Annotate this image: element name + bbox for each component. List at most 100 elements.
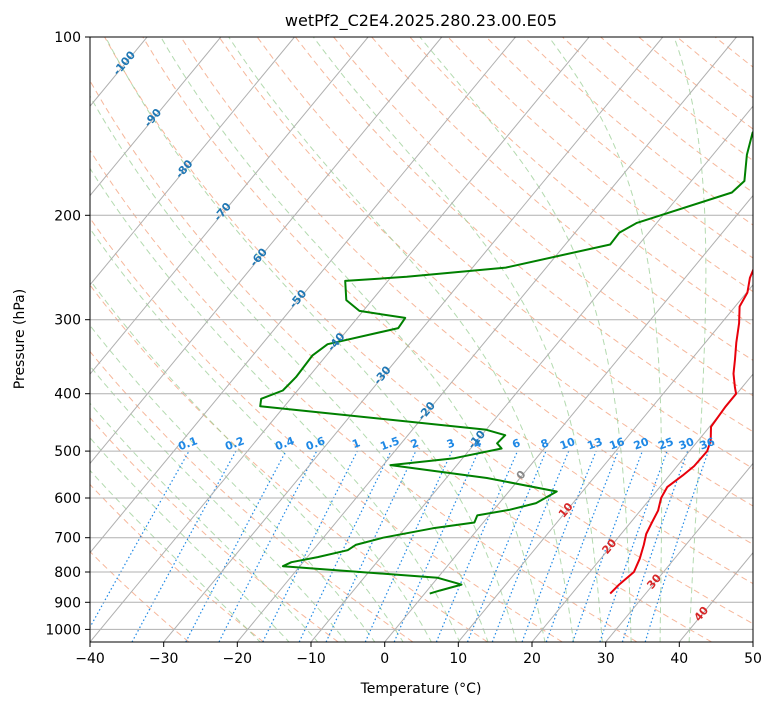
y-axis: 100 200 300 400 500 600 700 800 900 1000 xyxy=(45,30,90,638)
y-tick-label: 600 xyxy=(54,491,81,507)
mixing-ratio-line xyxy=(298,450,392,642)
moist-adiabat xyxy=(160,37,546,642)
x-tick-label: 0 xyxy=(380,651,389,667)
mixing-ratio-label: 10 xyxy=(558,435,577,453)
dry-adiabat xyxy=(562,37,753,194)
moist-adiabat xyxy=(673,37,707,642)
y-tick-label: 300 xyxy=(54,313,81,329)
y-tick-label: 900 xyxy=(54,595,81,611)
y-tick-label: 1000 xyxy=(45,622,81,638)
moist-adiabat xyxy=(105,37,518,642)
dry-adiabat xyxy=(90,217,563,642)
isotherm-line xyxy=(310,105,753,642)
isotherm-line xyxy=(90,37,516,554)
mixing-ratio-label: 8 xyxy=(539,436,551,451)
moist-adiabat xyxy=(90,437,290,642)
y-tick-label: 500 xyxy=(54,444,81,460)
background-lines xyxy=(90,37,753,642)
mixing-ratio-label: 0.6 xyxy=(304,434,327,453)
y-tick-label: 800 xyxy=(54,565,81,581)
moist-adiabat xyxy=(90,279,404,642)
isotherm-line xyxy=(90,37,369,375)
mixing-ratio-label: 36 xyxy=(698,435,717,453)
moist-adiabat xyxy=(90,365,347,642)
isotherm-line xyxy=(457,284,753,642)
dry-adiabat xyxy=(256,37,753,470)
isotherm-line xyxy=(384,194,753,642)
isotherm-line xyxy=(163,37,664,642)
x-tick-label: −40 xyxy=(75,651,105,667)
x-tick-label: 10 xyxy=(449,651,467,667)
moist-adiabat xyxy=(312,37,603,642)
dry-adiabat xyxy=(638,37,753,130)
isotherm-line xyxy=(752,641,753,642)
x-tick-label: −30 xyxy=(149,651,179,667)
x-tick-label: 20 xyxy=(523,651,541,667)
isotherm-line xyxy=(90,37,443,465)
moist-adiabat xyxy=(90,469,261,642)
dry-adiabat xyxy=(752,37,753,38)
mixing-ratio-label: 20 xyxy=(632,435,651,453)
moist-adiabat xyxy=(419,37,632,642)
mixing-ratio-line xyxy=(185,450,287,642)
y-tick-label: 100 xyxy=(54,30,81,46)
temperature-line xyxy=(609,267,753,595)
mixing-ratio-label: 0.4 xyxy=(273,434,296,453)
dry-adiabat xyxy=(676,37,753,99)
mixing-ratio-label: 3 xyxy=(445,436,457,451)
chart-title: wetPf2_C2E4.2025.280.23.00.E05 xyxy=(285,11,557,31)
dry-adiabat xyxy=(600,37,753,162)
dewpoint-line xyxy=(259,130,753,595)
dry-adiabat xyxy=(90,483,264,642)
isotherm-line xyxy=(531,373,753,642)
moist-adiabat xyxy=(90,95,489,642)
dry-adiabat xyxy=(714,37,753,68)
x-tick-label: −20 xyxy=(223,651,253,667)
x-tick-label: 50 xyxy=(744,651,762,667)
dry-adiabat xyxy=(90,550,190,642)
moist-adiabat xyxy=(90,227,432,642)
dry-adiabat xyxy=(90,79,712,642)
x-axis: −40 −30 −20 −10 0 10 20 30 40 50 xyxy=(75,642,762,667)
x-axis-title: Temperature (°C) xyxy=(360,681,482,697)
dry-adiabat xyxy=(371,37,753,361)
y-axis-title: Pressure (hPa) xyxy=(12,289,28,389)
x-tick-label: −10 xyxy=(296,651,326,667)
mixing-ratio-line xyxy=(491,450,570,642)
mixing-ratio-label: 6 xyxy=(510,436,522,451)
dry-adiabat xyxy=(104,37,753,625)
isotherm-line xyxy=(90,37,590,642)
dry-adiabat xyxy=(218,37,753,507)
mixing-ratio-label: 2 xyxy=(409,436,421,451)
y-tick-label: 400 xyxy=(54,387,81,403)
isotherm-line xyxy=(90,37,222,197)
moist-adiabat xyxy=(228,37,575,642)
plot-frame xyxy=(89,36,754,643)
y-tick-label: 200 xyxy=(54,208,81,224)
dry-adiabat xyxy=(90,284,488,642)
y-tick-label: 700 xyxy=(54,531,81,547)
x-tick-label: 30 xyxy=(597,651,615,667)
dry-adiabat xyxy=(333,37,753,397)
annotation-labels: 0.1 0.2 0.4 0.6 1 1.5 2 3 4 6 8 10 13 16 20 25 30 36-100-… xyxy=(110,48,717,624)
mixing-ratio-label: 1.5 xyxy=(378,434,401,453)
series-layer xyxy=(259,130,753,595)
mixing-ratio-label: 16 xyxy=(608,435,627,453)
mixing-ratio-label: 0.1 xyxy=(176,434,199,453)
isotherm-line xyxy=(90,37,295,286)
mixing-ratio-label: 0.2 xyxy=(223,434,246,453)
moist-adiabat xyxy=(90,167,461,642)
dry-adiabat xyxy=(90,350,414,642)
dry-adiabat xyxy=(295,37,753,433)
moist-adiabat xyxy=(548,37,663,642)
mixing-ratio-label: 13 xyxy=(585,435,604,452)
dry-adiabat xyxy=(90,149,638,642)
mixing-ratio-label: 25 xyxy=(656,435,675,452)
x-tick-label: 40 xyxy=(670,651,688,667)
moist-adiabat xyxy=(90,324,376,642)
mixing-ratio-label: 1 xyxy=(350,436,362,451)
mixing-ratio-label: 4 xyxy=(472,436,484,451)
mixing-ratio-line xyxy=(466,450,547,642)
dry-adiabat xyxy=(180,37,753,545)
